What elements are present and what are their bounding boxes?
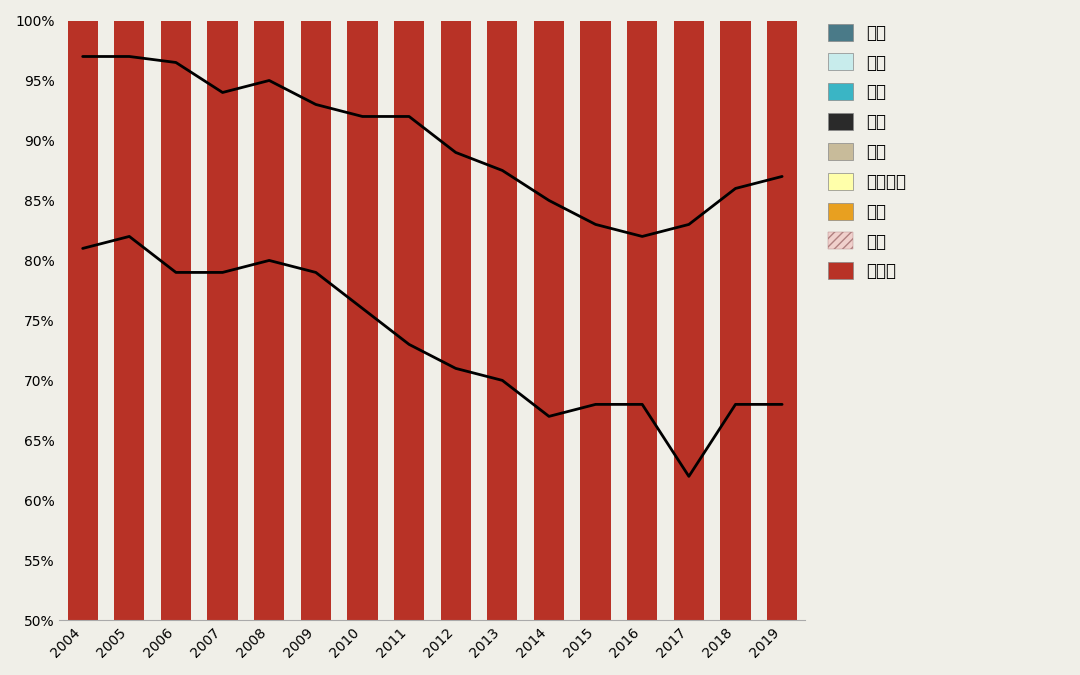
Bar <box>487 0 517 620</box>
Legend: 保险, 基金, 股票, 债券, 信托, 理财产品, 存款, 汽车, 房地产: 保险, 基金, 股票, 债券, 信托, 理财产品, 存款, 汽车, 房地产 <box>821 17 913 287</box>
Bar <box>580 0 611 620</box>
Bar <box>114 0 145 620</box>
Bar <box>207 0 238 620</box>
Bar <box>674 0 704 620</box>
Bar <box>767 0 797 620</box>
Bar <box>161 0 191 620</box>
Bar <box>348 0 378 620</box>
Bar <box>394 0 424 620</box>
Bar <box>254 0 284 620</box>
Bar <box>300 0 330 620</box>
Bar <box>441 0 471 620</box>
Bar <box>68 0 98 620</box>
Bar <box>627 0 658 620</box>
Bar <box>534 0 564 620</box>
Bar <box>720 0 751 620</box>
